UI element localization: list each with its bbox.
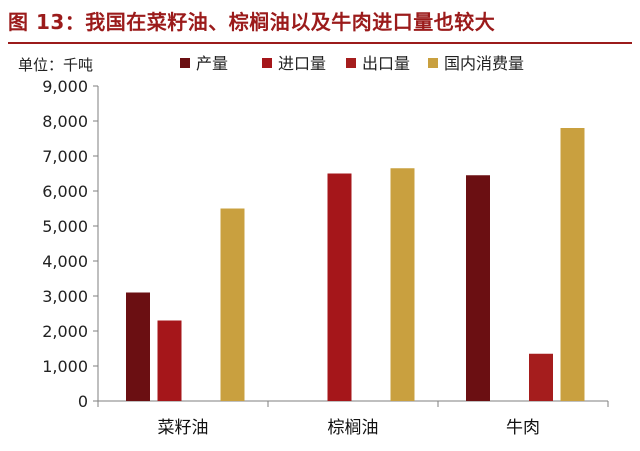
legend-label: 国内消费量: [444, 54, 524, 73]
y-tick-label: 5,000: [42, 217, 88, 236]
bar: [126, 292, 150, 401]
bar: [560, 128, 585, 401]
bar: [327, 173, 352, 401]
y-tick-label: 9,000: [42, 77, 88, 96]
legend-swatch: [346, 58, 356, 68]
legend-swatch: [428, 58, 438, 68]
legend: 产量 进口量 出口量 国内消费量: [180, 54, 524, 73]
legend-swatch: [180, 58, 190, 68]
bars: [126, 128, 585, 401]
y-tick-label: 2,000: [42, 322, 88, 341]
legend-label: 出口量: [362, 54, 410, 73]
bar: [390, 168, 415, 401]
unit-label: 单位：千吨: [18, 56, 93, 74]
bar: [157, 320, 182, 401]
bar: [529, 353, 553, 401]
legend-label: 进口量: [278, 54, 326, 73]
bar: [220, 208, 245, 401]
y-axis: 0 1,000 2,000 3,000 4,000 5,000 6,000 7,000 8,00…: [42, 77, 99, 411]
y-tick-label: 8,000: [42, 112, 88, 131]
x-tick-label: 菜籽油: [158, 418, 209, 438]
y-tick-label: 4,000: [42, 252, 88, 271]
x-tick-label: 棕榈油: [328, 418, 379, 438]
legend-label: 产量: [196, 54, 228, 73]
legend-swatch: [262, 58, 272, 68]
x-tick-label: 牛肉: [506, 418, 540, 438]
y-tick-label: 0: [78, 392, 88, 411]
title-underline: [8, 42, 632, 44]
bar: [466, 175, 490, 401]
y-tick-label: 7,000: [42, 147, 88, 166]
y-tick-label: 3,000: [42, 287, 88, 306]
y-tick-label: 6,000: [42, 182, 88, 201]
y-tick-label: 1,000: [42, 357, 88, 376]
x-axis: 菜籽油 棕榈油 牛肉: [97, 400, 609, 438]
chart-title: 图 13：我国在菜籽油、棕榈油以及牛肉进口量也较大: [8, 10, 496, 34]
